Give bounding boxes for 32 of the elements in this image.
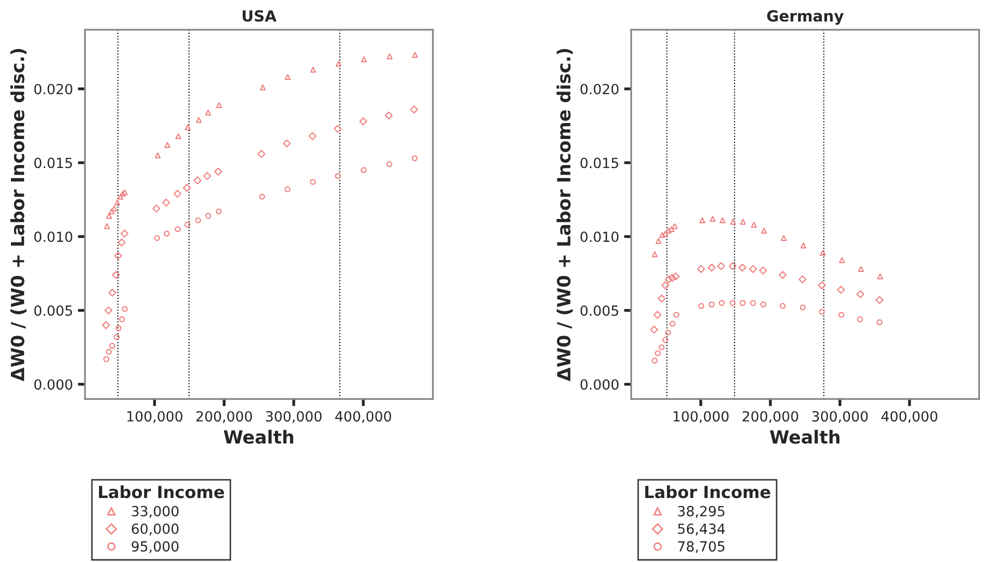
y-tick-label: 0.010 bbox=[580, 232, 618, 242]
y-tick-label: 0.005 bbox=[34, 305, 72, 316]
legend-label: 56,434 bbox=[678, 524, 725, 536]
chart-title: Germany bbox=[767, 10, 844, 25]
x-tick-label: 200,000 bbox=[742, 411, 798, 423]
x-tick-label: 400,000 bbox=[881, 411, 938, 423]
x-axis-title: Wealth bbox=[770, 430, 840, 444]
x-tick-label: 100,000 bbox=[127, 411, 182, 423]
y-tick-label: 0.015 bbox=[34, 158, 72, 168]
y-tick-label: 0.005 bbox=[580, 305, 618, 316]
y-axis-title: ΔW0 / (W0 + Labor Income disc.) bbox=[556, 48, 573, 382]
legend-label: 95,000 bbox=[132, 541, 178, 554]
y-axis-title: ΔW0 / (W0 + Labor Income disc.) bbox=[10, 48, 26, 382]
legend-title: Labor Income bbox=[99, 485, 224, 498]
y-tick-label: 0.010 bbox=[34, 232, 72, 242]
y-tick-label: 0.000 bbox=[580, 379, 618, 390]
y-tick-label: 0.015 bbox=[580, 158, 618, 168]
x-axis-title: Wealth bbox=[224, 430, 294, 444]
legend-label: 33,000 bbox=[132, 506, 178, 518]
legend-label: 78,705 bbox=[678, 541, 724, 554]
x-tick-label: 200,000 bbox=[196, 411, 252, 423]
chart-title: USA bbox=[242, 10, 276, 22]
legend-label: 38,295 bbox=[678, 506, 724, 518]
legend-label: 60,000 bbox=[132, 524, 178, 536]
x-tick-label: 400,000 bbox=[335, 411, 392, 423]
y-tick-label: 0.000 bbox=[34, 379, 72, 390]
legend-title: Labor Income bbox=[645, 485, 770, 498]
x-tick-label: 300,000 bbox=[812, 411, 868, 423]
x-tick-label: 100,000 bbox=[674, 411, 729, 423]
x-tick-label: 300,000 bbox=[266, 411, 322, 423]
y-tick-label: 0.020 bbox=[34, 84, 72, 94]
y-tick-label: 0.020 bbox=[580, 84, 618, 94]
